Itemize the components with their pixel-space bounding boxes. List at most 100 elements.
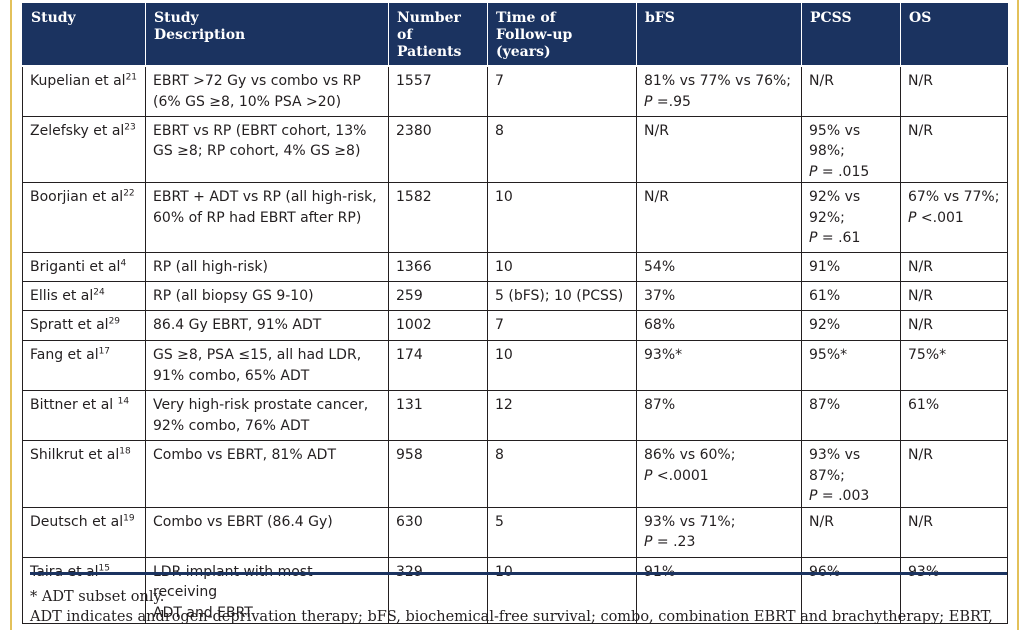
reference-number: 24 [93,287,105,298]
os-cell: N/R [900,281,1008,311]
reference-number: 21 [125,72,138,83]
study-name: Kupelian et al [30,73,126,89]
p-value-label: P [908,209,917,226]
study-description-cell: EBRT >72 Gy vs combo vs RP (6% GS ≥8, 10… [145,65,389,117]
follow-up-cell: 8 [487,115,637,183]
pcss-cell-text: 87% [809,397,841,413]
bfs-cell: 93% vs 71%; P = .23 [636,506,802,558]
pcss-cell-text: N/R [809,73,834,89]
study-cell: Zelefsky et al23 [22,115,146,183]
os-cell-text: N/R [908,288,933,304]
bfs-cell-text: 68% [644,317,676,333]
table-row: Spratt et al29 86.4 Gy EBRT, 91% ADT 1002 7… [22,310,1008,341]
pcss-cell-text: 92% vs 92%; [809,189,861,226]
reference-number: 29 [108,316,121,327]
table-row: Boorjian et al22 EBRT + ADT vs RP (all hi… [22,182,1008,253]
p-value: <.0001 [652,467,709,484]
p-value: = .61 [817,230,861,246]
follow-up-cell: 7 [487,65,637,117]
pcss-cell-text: 92% [809,317,841,333]
footnote-abbreviations: ADT indicates androgen-deprivation thera… [30,609,993,625]
follow-up-cell: 10 [487,252,637,282]
study-name: Spratt et al [30,317,109,333]
study-cell: Boorjian et al22 [22,182,146,253]
table-row: Briganti et al4 RP (all high-risk) 1366 10 5… [22,252,1008,282]
study-cell: Kupelian et al21 [22,65,146,117]
bfs-cell-text: N/R [644,122,669,139]
p-value-label: P [644,467,653,484]
os-cell: N/R [900,310,1008,341]
patients-cell: 1002 [388,310,488,341]
patients-cell: 131 [388,390,488,441]
patients-cell: 329 [388,556,488,624]
os-cell: N/R [900,115,1008,183]
pcss-cell-text: N/R [809,513,834,530]
bfs-cell: 86% vs 60%; P <.0001 [636,440,802,508]
os-cell: 93% [900,556,1008,624]
p-value-label: P [809,230,818,246]
study-cell: Spratt et al29 [22,310,146,341]
patients-cell: 1582 [388,182,488,253]
pcss-cell-text: 61% [809,288,841,304]
study-name: Ellis et al [30,288,94,304]
patients-cell: 259 [388,281,488,311]
study-name: Fang et al [30,347,99,363]
p-value: = .23 [652,534,696,550]
bfs-cell-text: 86% vs 60%; [644,447,736,463]
table-row: Taira et al15LDR implant with most recei… [22,556,1008,624]
bfs-cell-text: N/R [644,189,669,205]
bfs-cell: 93%* [636,340,802,391]
patients-cell: 630 [388,506,488,558]
header-row: Study Study Description Number of Patien… [22,3,1008,67]
study-name: Shilkrut et al [30,447,120,463]
follow-up-cell: 10 [487,556,637,624]
bfs-cell: 68% [636,310,802,341]
p-value: = .015 [817,163,870,180]
study-description-cell: RP (all biopsy GS 9-10) [145,281,389,311]
follow-up-cell: 10 [487,340,637,391]
bfs-cell-text: 93%* [644,347,683,363]
os-cell: 67% vs 77%; P <.001 [900,182,1008,253]
follow-up-cell: 7 [487,310,637,341]
follow-up-cell: 10 [487,182,637,253]
os-cell-text: N/R [908,259,933,275]
header-study: Study [22,3,146,67]
os-cell: N/R [900,506,1008,558]
bfs-cell-text: 54% [644,259,676,275]
os-cell-text: N/R [908,447,933,463]
patients-cell: 2380 [388,115,488,183]
os-cell-text: N/R [908,513,933,530]
bfs-cell-text: 93% vs 71%; [644,513,736,530]
bfs-cell: N/R [636,182,802,253]
study-description-cell: LDR implant with most receiving ADT and … [145,556,389,624]
bfs-cell: N/R [636,115,802,183]
bfs-cell: 87% [636,390,802,441]
reference-number: 22 [123,188,135,199]
table-row: Fang et al17 GS ≥8, PSA ≤15, all had LDR,… [22,340,1008,391]
p-value: <.001 [916,209,964,226]
pcss-cell-text: 96% [809,564,840,580]
study-cell: Shilkrut et al18 [22,440,146,508]
reference-number: 4 [120,258,127,269]
patients-cell: 1366 [388,252,488,282]
study-description-cell: RP (all high-risk) [145,252,389,282]
reference-number: 17 [98,346,111,357]
study-cell: Ellis et al24 [22,281,146,311]
header-number-of-patients: Number of Patients [388,3,488,67]
study-description-cell: Very high-risk prostate cancer, 92% comb… [145,390,389,441]
follow-up-cell: 5 (bFS); 10 (PCSS) [487,281,637,311]
os-cell: 61% [900,390,1008,441]
table-row: Kupelian et al21 EBRT >72 Gy vs combo vs … [22,65,1008,117]
study-name: Taira et al [30,564,99,580]
header-bfs: bFS [636,3,802,67]
p-value: = .003 [817,488,870,504]
p-value-label: P [644,534,653,550]
header-follow-up: Time of Follow-up (years) [487,3,637,67]
pcss-cell: N/R [801,506,901,558]
study-name: Bittner et al [30,397,118,413]
os-cell-text: N/R [908,73,933,89]
reference-number: 19 [123,512,135,523]
bfs-cell-text: 87% [644,397,676,413]
study-cell: Taira et al15 [22,556,146,624]
os-cell: N/R [900,65,1008,117]
